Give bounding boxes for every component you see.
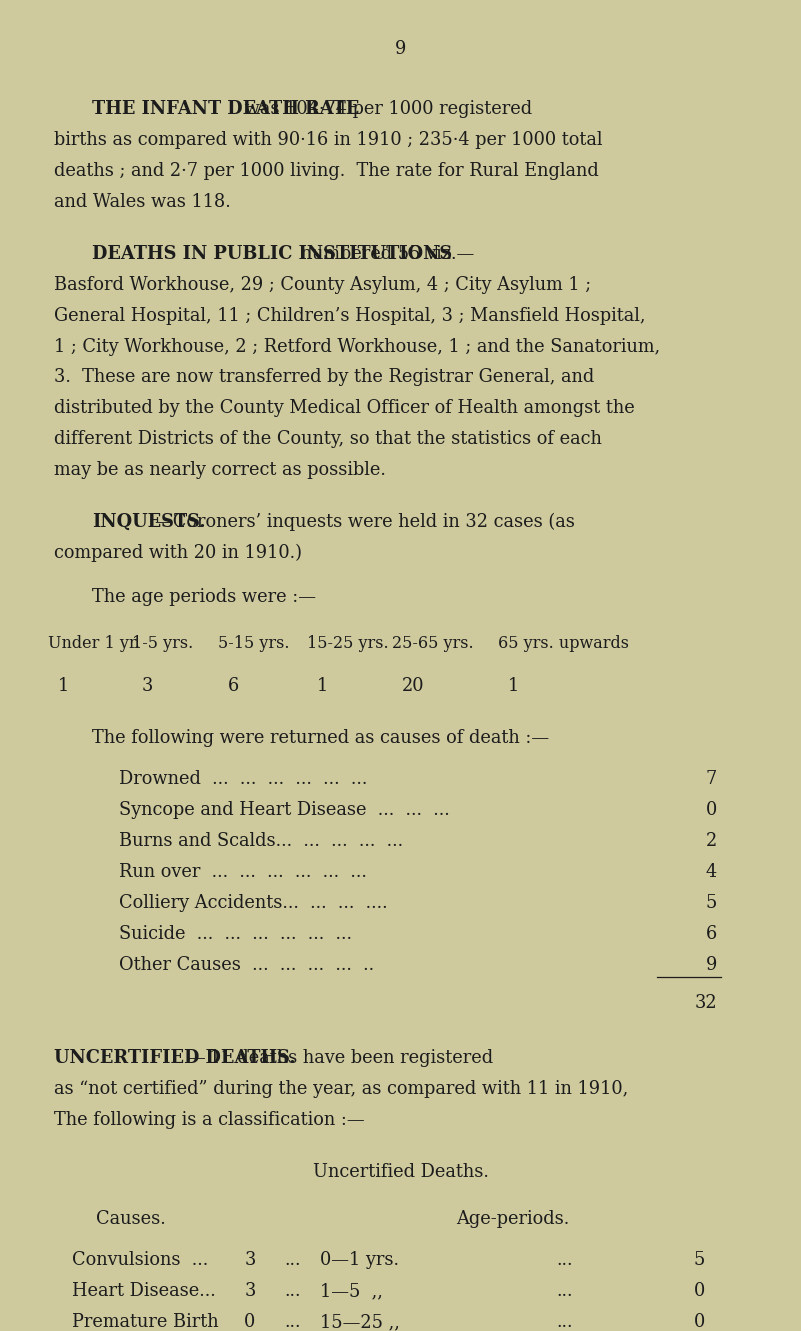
Text: Under 1 yr.: Under 1 yr. [48,635,140,652]
Text: Age-periods.: Age-periods. [457,1210,570,1229]
Text: Causes.: Causes. [96,1210,166,1229]
Text: THE INFANT DEATH RATE: THE INFANT DEATH RATE [92,100,360,118]
Text: 5-15 yrs.: 5-15 yrs. [218,635,289,652]
Text: ...: ... [557,1314,574,1331]
Text: Burns and Scalds...  ...  ...  ...  ...: Burns and Scalds... ... ... ... ... [119,832,403,851]
Text: 4: 4 [706,862,717,881]
Text: different Districts of the County, so that the statistics of each: different Districts of the County, so th… [54,430,602,449]
Text: Drowned  ...  ...  ...  ...  ...  ...: Drowned ... ... ... ... ... ... [119,771,367,788]
Text: 5: 5 [706,894,717,912]
Text: ...: ... [557,1251,574,1270]
Text: may be as nearly correct as possible.: may be as nearly correct as possible. [54,461,386,479]
Text: and Wales was 118.: and Wales was 118. [54,193,231,210]
Text: 15-25 yrs.: 15-25 yrs. [307,635,388,652]
Text: 3: 3 [244,1251,256,1270]
Text: 5: 5 [694,1251,705,1270]
Text: 1-5 yrs.: 1-5 yrs. [132,635,193,652]
Text: 3.  These are now transferred by the Registrar General, and: 3. These are now transferred by the Regi… [54,369,594,386]
Text: 7: 7 [706,771,717,788]
Text: 1: 1 [508,676,519,695]
Text: Suicide  ...  ...  ...  ...  ...  ...: Suicide ... ... ... ... ... ... [119,925,352,942]
Text: UNCERTIFIED DEATHS.: UNCERTIFIED DEATHS. [54,1049,296,1067]
Text: 6: 6 [227,676,239,695]
Text: 3: 3 [244,1282,256,1300]
Text: 1 ; City Workhouse, 2 ; Retford Workhouse, 1 ; and the Sanatorium,: 1 ; City Workhouse, 2 ; Retford Workhous… [54,338,661,355]
Text: The following were returned as causes of death :—: The following were returned as causes of… [92,729,549,747]
Text: distributed by the County Medical Officer of Health amongst the: distributed by the County Medical Office… [54,399,635,418]
Text: 65 yrs. upwards: 65 yrs. upwards [498,635,630,652]
Text: Syncope and Heart Disease  ...  ...  ...: Syncope and Heart Disease ... ... ... [119,801,449,820]
Text: ...: ... [284,1251,301,1270]
Text: Convulsions  ...: Convulsions ... [72,1251,208,1270]
Text: 1—5  ,,: 1—5 ,, [320,1282,383,1300]
Text: — 11 deaths have been registered: — 11 deaths have been registered [187,1049,493,1067]
Text: ...: ... [284,1314,301,1331]
Text: 25-65 yrs.: 25-65 yrs. [392,635,474,652]
Text: ...: ... [557,1282,574,1300]
Text: The following is a classification :—: The following is a classification :— [54,1111,365,1129]
Text: 9: 9 [706,956,717,974]
Text: 2: 2 [706,832,717,851]
Text: The age periods were :—: The age periods were :— [92,588,316,607]
Text: Uncertified Deaths.: Uncertified Deaths. [312,1163,489,1181]
Text: Colliery Accidents...  ...  ...  ....: Colliery Accidents... ... ... .... [119,894,387,912]
Text: compared with 20 in 1910.): compared with 20 in 1910.) [54,544,303,563]
Text: deaths ; and 2·7 per 1000 living.  The rate for Rural England: deaths ; and 2·7 per 1000 living. The ra… [54,162,599,180]
Text: 20: 20 [402,676,425,695]
Text: ...: ... [284,1282,301,1300]
Text: 0—1 yrs.: 0—1 yrs. [320,1251,400,1270]
Text: —Coroners’ inquests were held in 32 cases (as: —Coroners’ inquests were held in 32 case… [155,514,575,531]
Text: as “not certified” during the year, as compared with 11 in 1910,: as “not certified” during the year, as c… [54,1079,629,1098]
Text: numbered 55 viz.—: numbered 55 viz.— [296,245,475,264]
Text: was 104·74 per 1000 registered: was 104·74 per 1000 registered [239,100,533,118]
Text: 0: 0 [694,1282,705,1300]
Text: 3: 3 [142,676,153,695]
Text: Heart Disease...: Heart Disease... [72,1282,215,1300]
Text: 6: 6 [706,925,717,942]
Text: 15—25 ,,: 15—25 ,, [320,1314,400,1331]
Text: 9: 9 [395,40,406,59]
Text: 1: 1 [58,676,69,695]
Text: DEATHS IN PUBLIC INSTITUTIONS: DEATHS IN PUBLIC INSTITUTIONS [92,245,453,264]
Text: 0: 0 [706,801,717,820]
Text: INQUESTS.: INQUESTS. [92,514,206,531]
Text: Premature Birth: Premature Birth [72,1314,219,1331]
Text: births as compared with 90·16 in 1910 ; 235·4 per 1000 total: births as compared with 90·16 in 1910 ; … [54,130,603,149]
Text: General Hospital, 11 ; Children’s Hospital, 3 ; Mansfield Hospital,: General Hospital, 11 ; Children’s Hospit… [54,306,646,325]
Text: 0: 0 [244,1314,256,1331]
Text: 1: 1 [316,676,328,695]
Text: 0: 0 [694,1314,705,1331]
Text: Basford Workhouse, 29 ; County Asylum, 4 ; City Asylum 1 ;: Basford Workhouse, 29 ; County Asylum, 4… [54,276,592,294]
Text: 32: 32 [694,994,717,1013]
Text: Run over  ...  ...  ...  ...  ...  ...: Run over ... ... ... ... ... ... [119,862,366,881]
Text: Other Causes  ...  ...  ...  ...  ..: Other Causes ... ... ... ... .. [119,956,374,974]
